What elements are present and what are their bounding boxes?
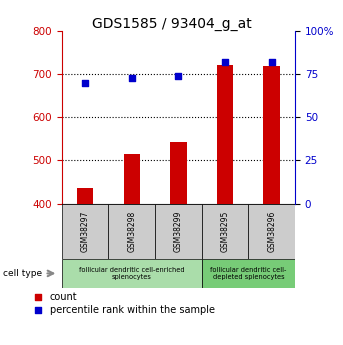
Bar [62,204,108,259]
Point [176,73,181,79]
Point [222,59,228,65]
Point [35,294,40,299]
Bar [155,204,202,259]
Point [269,59,274,65]
Bar [170,142,187,204]
Text: GSM38295: GSM38295 [221,210,229,252]
Text: follicular dendritic cell-enriched
splenocytes: follicular dendritic cell-enriched splen… [79,267,185,280]
Text: percentile rank within the sample: percentile rank within the sample [50,305,215,315]
Bar [263,66,280,204]
Text: GSM38296: GSM38296 [267,210,276,252]
Bar [108,204,155,259]
Text: follicular dendritic cell-
depleted splenocytes: follicular dendritic cell- depleted sple… [210,267,286,280]
Text: GSM38299: GSM38299 [174,210,183,252]
Point [35,307,40,313]
Point [82,80,88,86]
Text: GSM38298: GSM38298 [127,210,136,252]
Point [129,75,134,80]
Text: GDS1585 / 93404_g_at: GDS1585 / 93404_g_at [92,17,251,31]
Bar [123,154,140,204]
Bar [202,204,248,259]
Bar [202,259,295,288]
Text: count: count [50,292,78,302]
Text: GSM38297: GSM38297 [81,210,90,252]
Bar [217,65,233,204]
Bar [62,259,202,288]
Text: cell type: cell type [3,269,43,278]
Bar [77,188,93,204]
Bar [248,204,295,259]
